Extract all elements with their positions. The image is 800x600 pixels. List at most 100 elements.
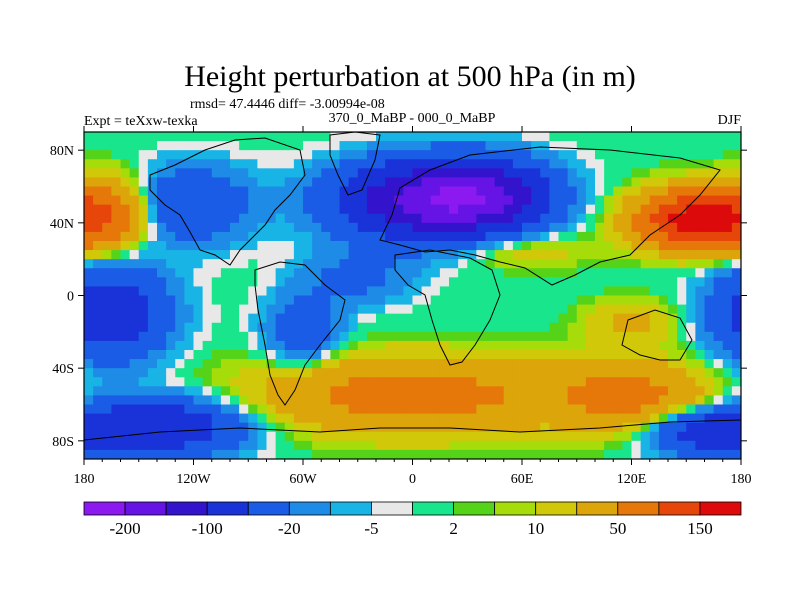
field-cell	[613, 395, 623, 406]
field-cell	[531, 304, 541, 315]
field-cell	[157, 268, 167, 278]
field-cell	[248, 186, 258, 197]
field-cell	[695, 231, 706, 242]
field-cell	[312, 213, 322, 224]
field-cell	[695, 331, 706, 342]
field-cell	[129, 377, 140, 387]
field-cell	[640, 259, 651, 269]
field-cell	[366, 186, 377, 197]
field-cell	[330, 295, 341, 306]
field-cell	[467, 313, 477, 324]
field-cell	[531, 295, 541, 306]
field-cell	[668, 268, 678, 278]
field-cell	[595, 395, 605, 406]
field-cell	[503, 195, 514, 206]
field-cell	[649, 322, 660, 333]
field-cell	[339, 168, 350, 179]
field-cell	[266, 359, 277, 369]
field-cell	[503, 304, 514, 315]
field-cell	[166, 195, 176, 206]
field-cell	[166, 359, 176, 369]
field-cell	[622, 141, 633, 151]
field-cell	[668, 250, 678, 260]
field-cell	[503, 204, 514, 215]
field-cell	[668, 413, 678, 424]
field-cell	[348, 350, 359, 360]
field-cell	[357, 440, 368, 451]
field-cell	[184, 204, 195, 215]
field-cell	[458, 304, 468, 315]
field-cell	[668, 331, 678, 342]
field-cell	[668, 386, 678, 397]
field-cell	[421, 231, 432, 242]
field-cell	[576, 340, 587, 351]
field-cell	[266, 386, 277, 397]
field-cell	[677, 359, 687, 369]
field-cell	[111, 313, 122, 324]
field-cell	[376, 304, 386, 315]
field-cell	[604, 222, 614, 233]
field-cell	[668, 368, 678, 378]
field-cell	[476, 404, 487, 415]
field-cell	[330, 141, 341, 151]
field-cell	[394, 368, 404, 378]
field-cell	[722, 259, 733, 269]
field-cell	[522, 222, 532, 233]
field-cell	[293, 386, 304, 397]
field-cell	[522, 277, 532, 288]
field-cell	[567, 177, 578, 188]
field-cell	[266, 277, 277, 288]
field-cell	[449, 386, 459, 397]
field-cell	[202, 395, 213, 406]
field-cell	[230, 168, 240, 179]
field-cell	[175, 195, 185, 206]
colorbar-label: -5	[364, 519, 378, 538]
field-cell	[540, 304, 550, 315]
field-cell	[476, 331, 487, 342]
field-cell	[339, 177, 350, 188]
field-cell	[631, 213, 642, 224]
field-cell	[585, 331, 596, 342]
field-cell	[439, 440, 450, 451]
field-cell	[211, 159, 222, 169]
field-cell	[312, 322, 322, 333]
field-cell	[184, 295, 195, 306]
field-cell	[166, 231, 176, 242]
field-cell	[111, 231, 122, 242]
field-cell	[93, 141, 103, 151]
field-cell	[695, 213, 706, 224]
field-cell	[202, 359, 213, 369]
field-cell	[722, 222, 733, 233]
field-cell	[157, 431, 167, 442]
field-cell	[175, 222, 185, 233]
field-cell	[658, 168, 669, 179]
field-cell	[239, 404, 249, 415]
field-cell	[604, 268, 614, 278]
field-cell	[613, 268, 623, 278]
field-cell	[449, 186, 459, 197]
field-cell	[403, 241, 414, 251]
field-cell	[531, 168, 541, 179]
field-cell	[257, 168, 268, 179]
field-cell	[202, 331, 213, 342]
field-cell	[293, 377, 304, 387]
field-cell	[485, 259, 496, 269]
field-cell	[138, 340, 149, 351]
field-cell	[658, 304, 669, 315]
field-cell	[275, 204, 286, 215]
field-cell	[157, 222, 167, 233]
field-cell	[321, 395, 331, 406]
field-cell	[84, 359, 94, 369]
field-cell	[102, 195, 112, 206]
field-cell	[220, 422, 231, 433]
field-cell	[439, 150, 450, 160]
field-cell	[321, 286, 331, 297]
field-cell	[430, 150, 441, 160]
field-cell	[631, 286, 642, 297]
field-cell	[668, 259, 678, 269]
field-cell	[722, 186, 733, 197]
field-cell	[321, 404, 331, 415]
field-cell	[266, 132, 277, 142]
field-cell	[430, 295, 441, 306]
field-cell	[476, 431, 487, 442]
